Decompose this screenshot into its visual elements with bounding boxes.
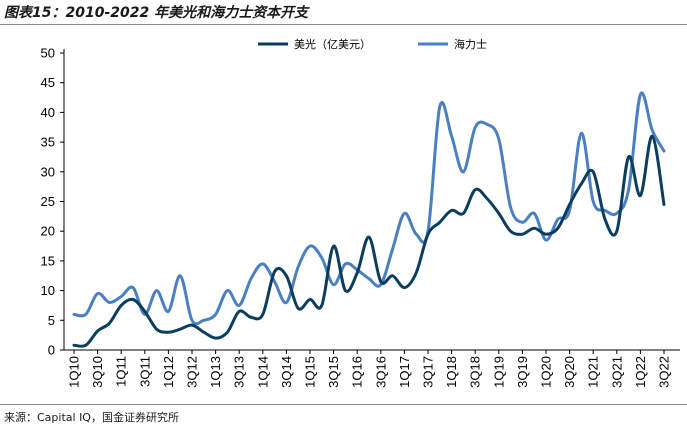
y-tick-label: 40 — [41, 105, 55, 120]
legend-label: 美光（亿美元） — [294, 37, 371, 51]
series-1 — [72, 91, 666, 326]
x-tick-label: 1Q15 — [303, 356, 318, 388]
x-tick-label: 3Q21 — [609, 356, 624, 388]
y-tick-label: 20 — [41, 224, 55, 239]
y-tick-label: 50 — [41, 46, 55, 61]
x-tick-label: 1Q19 — [491, 356, 506, 388]
y-tick-label: 35 — [41, 135, 55, 150]
x-tick-label: 3Q17 — [421, 356, 436, 388]
x-tick-label: 3Q18 — [468, 356, 483, 388]
chart-title: 图表15：2010-2022 年美光和海力士资本开支 — [4, 5, 309, 21]
x-tick-label: 1Q14 — [255, 356, 270, 388]
x-tick-label: 1Q10 — [67, 356, 82, 388]
x-tick-label: 3Q20 — [562, 356, 577, 388]
legend-label: 海力士 — [454, 37, 487, 51]
x-tick-label: 3Q11 — [137, 356, 152, 387]
y-axis: 0 5 10 15 20 25 30 35 40 45 50 — [41, 46, 65, 358]
x-tick-label: 1Q13 — [208, 356, 223, 388]
x-tick-label: 1Q11 — [114, 356, 129, 387]
x-tick-label: 1Q17 — [397, 356, 412, 388]
x-tick-label: 1Q16 — [350, 356, 365, 388]
x-tick-label: 3Q19 — [515, 356, 530, 388]
legend-item: 美光（亿美元） — [258, 37, 371, 51]
legend: 美光（亿美元） 海力士 — [258, 37, 487, 51]
x-tick-label: 3Q12 — [185, 356, 200, 388]
series-line — [72, 134, 666, 348]
y-tick-label: 15 — [41, 253, 55, 268]
y-tick-label: 10 — [41, 283, 55, 298]
y-tick-label: 5 — [48, 313, 55, 328]
x-tick-label: 3Q14 — [279, 356, 294, 388]
x-tick-label: 1Q22 — [633, 356, 648, 388]
source-note: 来源：Capital IQ，国金证券研究所 — [4, 411, 179, 424]
legend-item: 海力士 — [418, 37, 487, 51]
x-axis: 1Q10 3Q10 1Q11 3Q11 1Q12 3Q12 1Q13 3Q13 1Q14 3Q14… — [64, 349, 680, 388]
y-tick-label: 0 — [48, 343, 55, 358]
x-tick-label: 1Q18 — [444, 356, 459, 388]
x-tick-label: 1Q20 — [539, 356, 554, 388]
x-tick-label: 3Q13 — [232, 356, 247, 388]
y-tick-label: 45 — [41, 75, 55, 90]
x-tick-label: 3Q16 — [373, 356, 388, 388]
footer-rule — [0, 404, 687, 405]
y-tick-label: 25 — [41, 194, 55, 209]
x-tick-label: 3Q22 — [657, 356, 672, 388]
y-tick-label: 30 — [41, 164, 55, 179]
x-tick-label: 1Q21 — [586, 356, 601, 388]
series-line — [72, 91, 666, 326]
x-tick-label: 3Q15 — [326, 356, 341, 388]
series-0 — [72, 134, 666, 348]
title-rule — [0, 24, 687, 25]
series-lines — [72, 91, 666, 348]
x-tick-label: 3Q10 — [90, 356, 105, 388]
x-tick-label: 1Q12 — [161, 356, 176, 388]
